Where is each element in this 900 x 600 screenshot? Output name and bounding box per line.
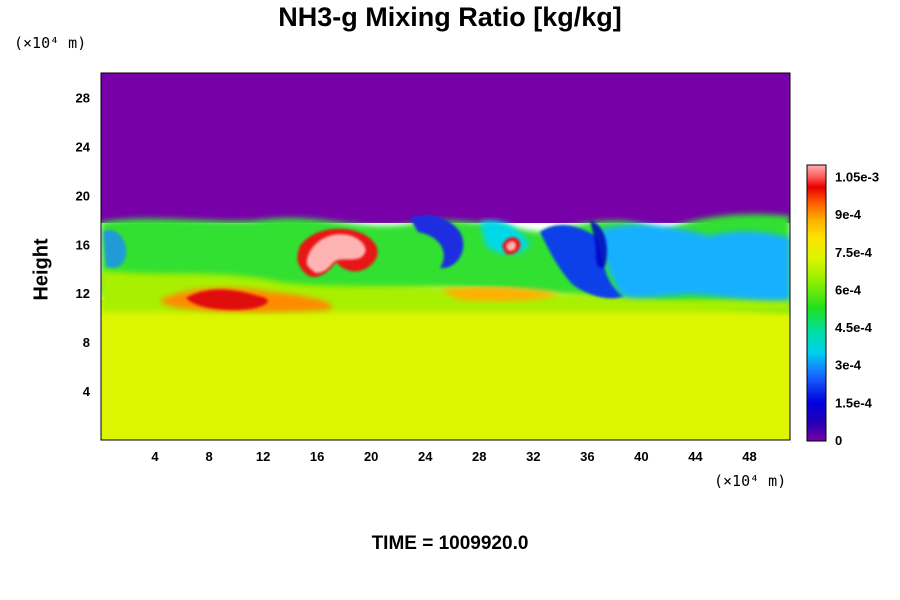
x-tick-label: 48 — [742, 449, 756, 464]
x-tick-label: 40 — [634, 449, 648, 464]
x-tick-label: 28 — [472, 449, 486, 464]
colorbar-tick-label: 0 — [835, 433, 842, 448]
plot-frame — [100, 72, 791, 441]
cyan-structure-east — [600, 224, 790, 301]
x-tick-label: 24 — [418, 449, 433, 464]
orange-layer-center — [440, 286, 560, 302]
y-axis-ticks: 4 8 12 16 20 24 28 — [76, 90, 91, 399]
x-axis-ticks: 4 8 12 16 20 24 28 32 36 40 44 48 — [151, 449, 756, 464]
colorbar-labels: 0 1.5e-4 3e-4 4.5e-4 6e-4 7.5e-4 9e-4 1.05e-3 — [835, 170, 879, 448]
colorbar-tick-label: 4.5e-4 — [835, 320, 873, 335]
x-tick-label: 32 — [526, 449, 540, 464]
x-tick-label: 12 — [256, 449, 270, 464]
x-tick-label: 44 — [688, 449, 703, 464]
pink-plume-core — [306, 234, 366, 273]
chart-title: NH3-g Mixing Ratio [kg/kg] — [278, 2, 622, 32]
x-axis-unit: (×10⁴ m) — [714, 472, 787, 490]
y-tick-label: 28 — [76, 90, 90, 105]
y-tick-label: 16 — [76, 237, 90, 252]
y-tick-label: 20 — [76, 188, 90, 203]
x-tick-label: 4 — [151, 449, 159, 464]
colorbar — [806, 164, 827, 442]
y-tick-label: 4 — [83, 384, 91, 399]
blue-structure-center — [410, 215, 464, 269]
colorbar-tick-label: 9e-4 — [835, 207, 862, 222]
colorbar-tick-label: 1.05e-3 — [835, 170, 879, 185]
x-tick-label: 36 — [580, 449, 594, 464]
colorbar-tick-label: 3e-4 — [835, 358, 862, 373]
time-label: TIME = 1009920.0 — [371, 533, 529, 554]
blue-structure-west — [103, 229, 127, 268]
x-tick-label: 20 — [364, 449, 378, 464]
upper-layer — [101, 73, 790, 223]
blue-structure-east — [540, 224, 624, 299]
y-axis-unit: (×10⁴ m) — [14, 34, 87, 52]
colorbar-tick-label: 6e-4 — [835, 282, 862, 297]
colorbar-tick-label: 1.5e-4 — [835, 395, 873, 410]
dark-blue-edge — [590, 220, 608, 269]
lower-layer — [101, 300, 790, 440]
x-tick-label: 8 — [205, 449, 212, 464]
colorbar-tick-label: 7.5e-4 — [835, 245, 873, 260]
pink-blob-east — [506, 241, 516, 251]
y-tick-label: 12 — [76, 286, 90, 301]
y-tick-label: 24 — [76, 139, 91, 154]
heatmap-field — [101, 73, 790, 440]
red-band-west — [186, 289, 268, 310]
x-tick-label: 16 — [310, 449, 324, 464]
y-tick-label: 8 — [83, 335, 90, 350]
